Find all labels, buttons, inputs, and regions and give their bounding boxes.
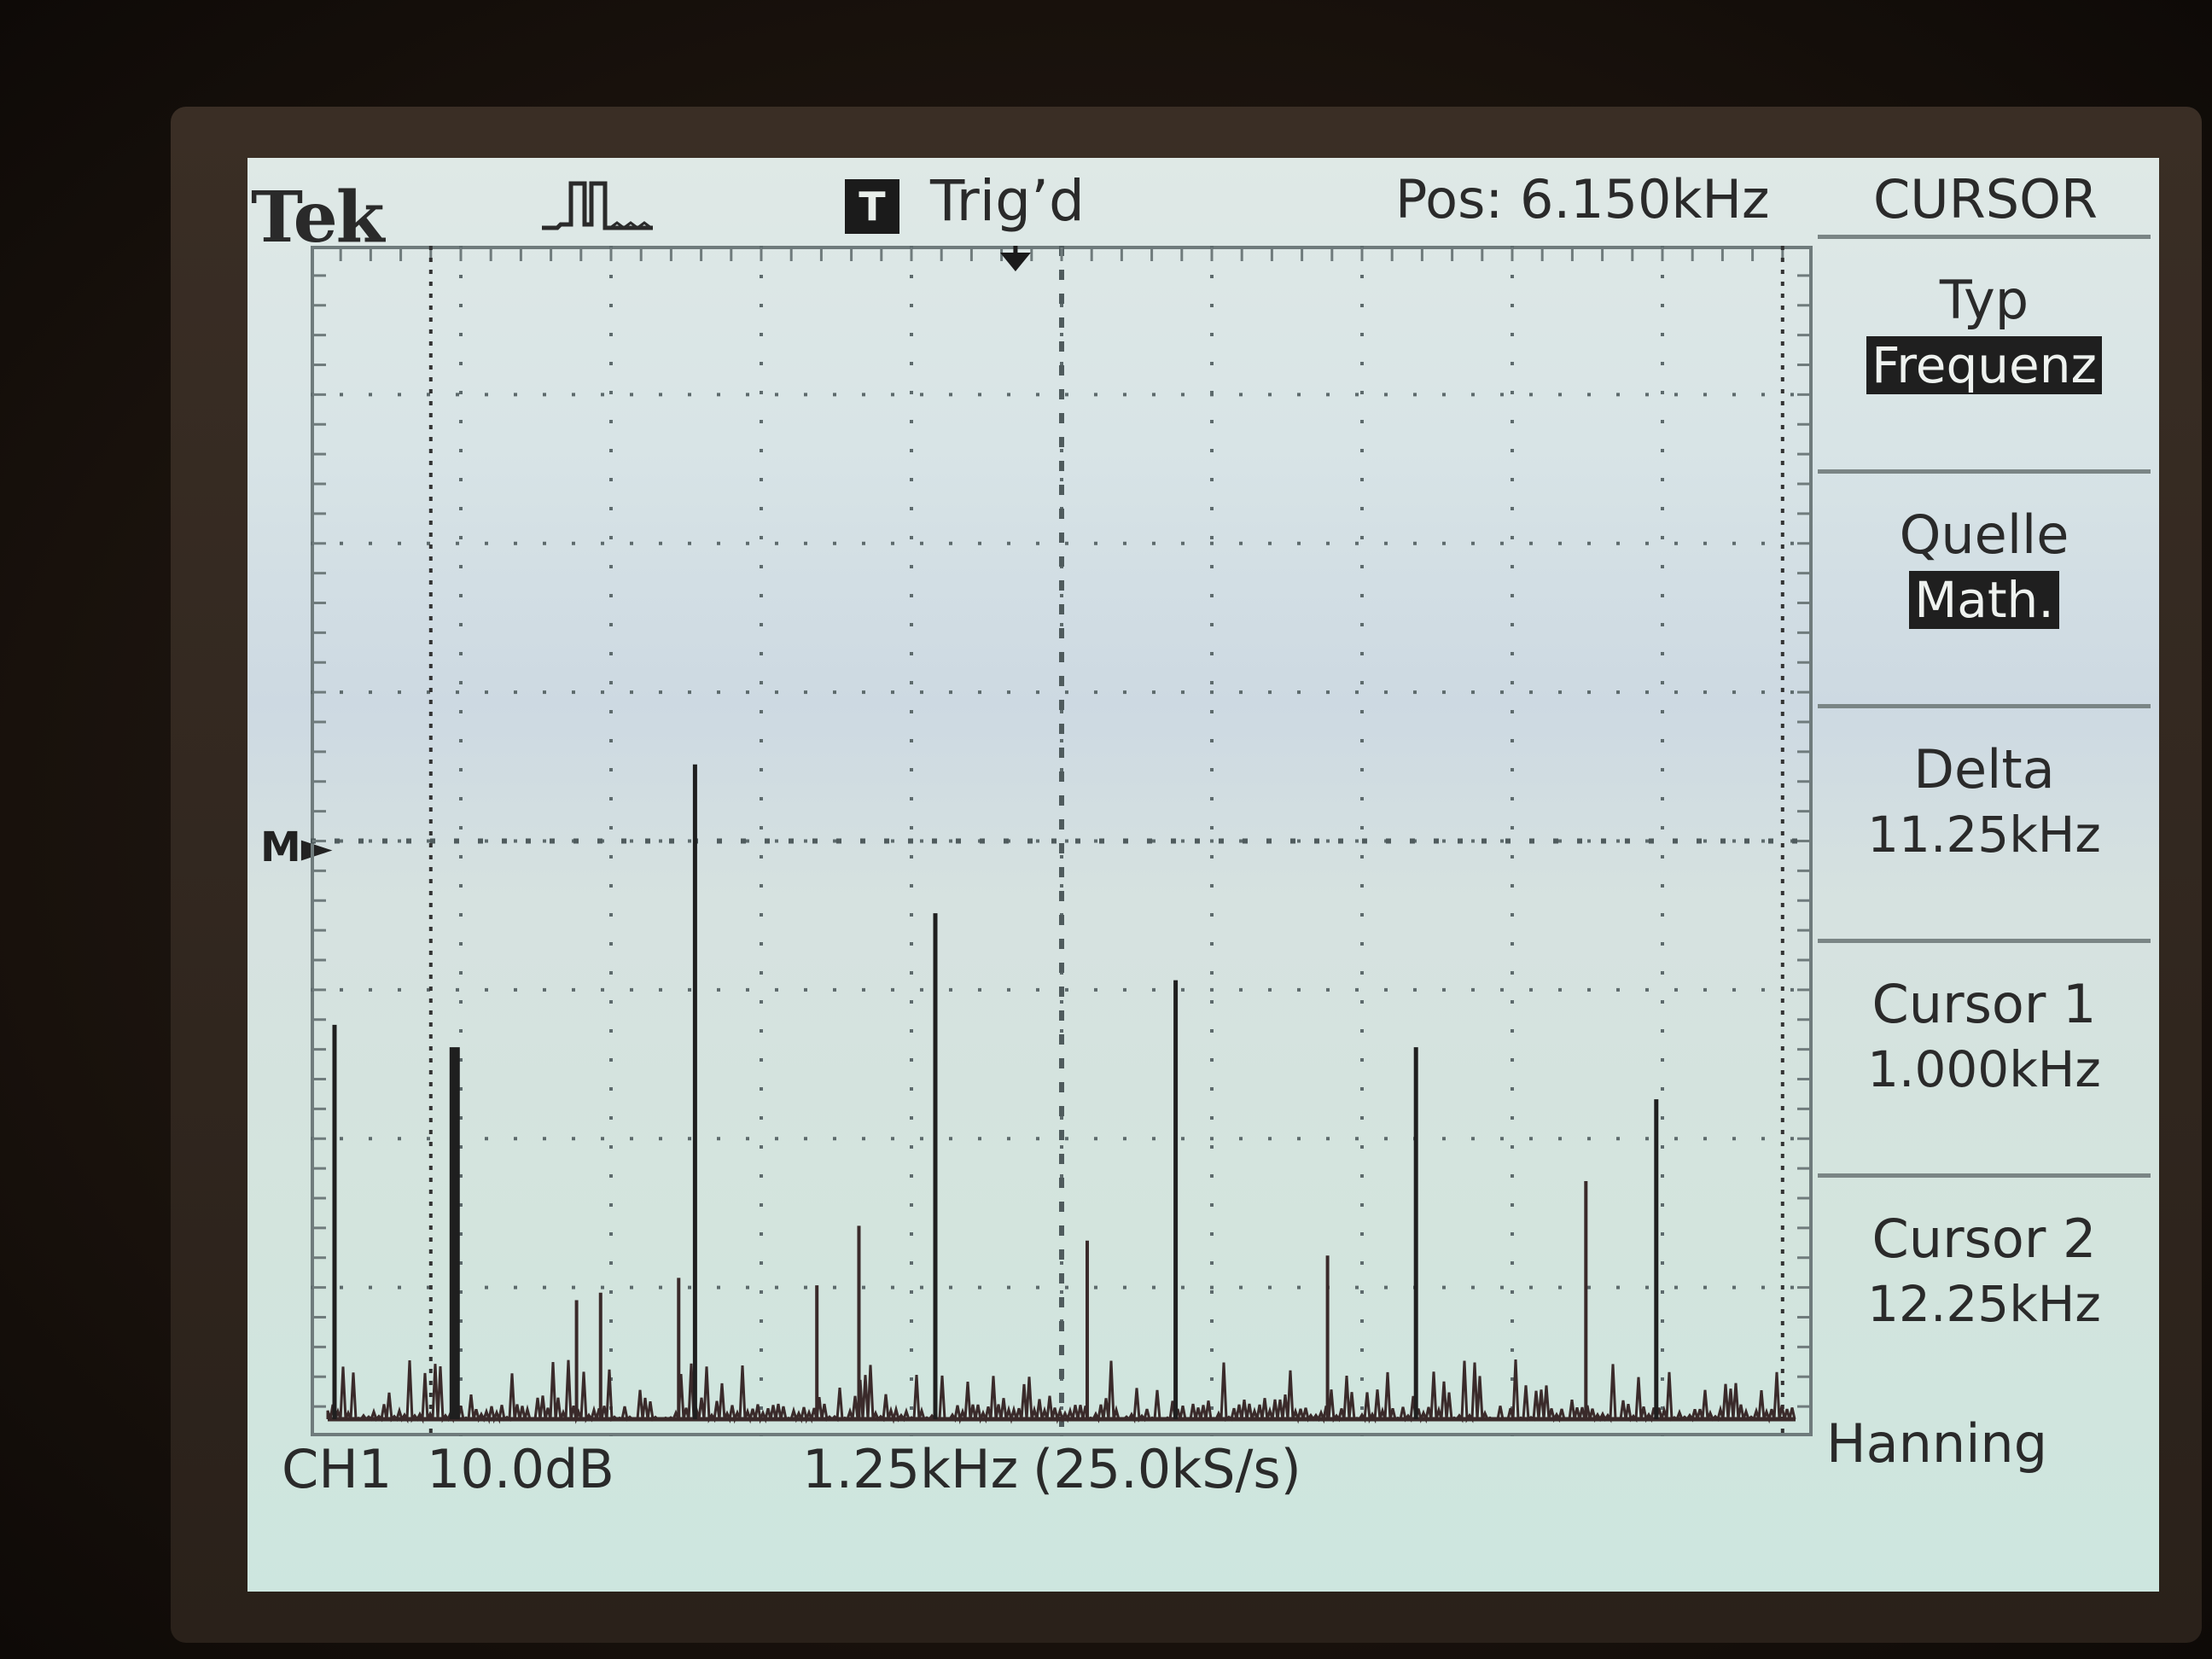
menu-item-typ-label: Typ: [1939, 269, 2029, 331]
menu-separator: [1818, 1173, 2151, 1178]
trigger-status: Trig’d: [930, 168, 1085, 234]
vertical-scale: 10.0dB: [427, 1438, 614, 1500]
noise-floor: [326, 1359, 1796, 1424]
brand-logo: Tek: [251, 177, 385, 259]
fft-window: Hanning: [1826, 1412, 2048, 1475]
menu-item-quelle[interactable]: Quelle Math.: [1809, 504, 2159, 629]
menu-item-cursor1-label: Cursor 1: [1871, 973, 2097, 1035]
position-readout: Pos: 6.150kHz: [1395, 168, 1770, 230]
spectrum-plot: [311, 246, 1813, 1436]
menu-item-typ-value: Frequenz: [1866, 336, 2102, 394]
menu-separator: [1818, 704, 2151, 708]
sample-rate: (25.0kS/s): [1033, 1438, 1301, 1500]
menu-item-quelle-value: Math.: [1909, 571, 2059, 629]
trigger-pulse-icon: [542, 181, 653, 230]
menu-item-quelle-label: Quelle: [1899, 504, 2069, 566]
oscilloscope-screen: Tek T Trig’d Pos: 6.150kHz CURSOR M► Typ…: [247, 158, 2159, 1592]
channel-label: CH1: [282, 1438, 393, 1500]
menu-item-cursor1[interactable]: Cursor 1 1.000kHz: [1809, 973, 2159, 1098]
menu-item-cursor2-label: Cursor 2: [1871, 1208, 2097, 1270]
menu-separator: [1818, 469, 2151, 474]
menu-item-delta[interactable]: Delta 11.25kHz: [1809, 738, 2159, 864]
menu-item-cursor1-value: 1.000kHz: [1867, 1040, 2101, 1098]
math-reference-marker: M►: [260, 824, 333, 871]
trigger-badge: T: [845, 179, 899, 234]
menu-separator: [1818, 939, 2151, 943]
menu-item-cursor2-value: 12.25kHz: [1867, 1275, 2101, 1333]
trigger-position-marker: [999, 253, 1031, 271]
menu-item-cursor2[interactable]: Cursor 2 12.25kHz: [1809, 1208, 2159, 1333]
menu-item-delta-label: Delta: [1913, 738, 2055, 800]
cursor-menu: Typ Frequenz Quelle Math. Delta 11.25kHz…: [1809, 235, 2159, 1412]
menu-item-typ[interactable]: Typ Frequenz: [1809, 269, 2159, 394]
horizontal-scale: 1.25kHz: [802, 1438, 1019, 1500]
spectrum-svg: [311, 246, 1813, 1436]
menu-separator: [1818, 235, 2151, 239]
menu-item-delta-value: 11.25kHz: [1867, 806, 2101, 864]
menu-title: CURSOR: [1873, 168, 2098, 230]
